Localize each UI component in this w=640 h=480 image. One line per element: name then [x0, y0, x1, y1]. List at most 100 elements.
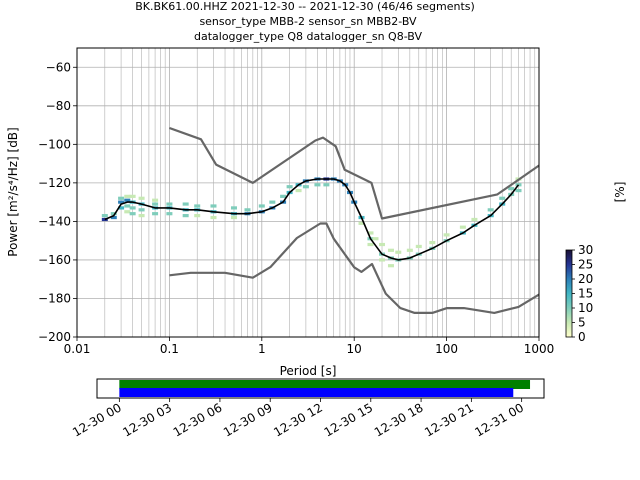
histogram-cell: [138, 196, 145, 200]
histogram-cell: [387, 264, 394, 268]
title-line-1: BK.BK61.00.HHZ 2021-12-30 -- 2021-12-30 …: [135, 0, 475, 13]
timeline-bar: [119, 380, 531, 389]
timeline-tick-label: 12-30 12: [271, 400, 325, 439]
y-tick-label: −180: [38, 291, 71, 305]
series-lines: [104, 126, 540, 314]
timeline-tick-label: 12-30 09: [221, 400, 275, 439]
colorbar-tick-label: 15: [578, 287, 593, 301]
x-axis-ticks: 0.01 0.1 1 10 100 1000: [64, 337, 555, 356]
histogram-cell: [124, 204, 131, 208]
x-tick-label: 0.01: [64, 342, 91, 356]
probability-density-cells: [101, 177, 522, 268]
histogram-cell: [406, 248, 413, 252]
plot-frame: [76, 47, 540, 338]
timeline-tick-label: 12-30 18: [372, 400, 426, 439]
histogram-cell: [323, 183, 330, 187]
colorbar-tick-label: 10: [578, 301, 593, 315]
colorbar-tick-label: 0: [578, 330, 586, 344]
x-axis-label: Period [s]: [280, 364, 337, 378]
histogram-cell: [269, 200, 276, 204]
histogram-cell: [280, 194, 287, 198]
grid-lines: [76, 48, 539, 338]
series-line-mode: [104, 178, 520, 261]
histogram-cell: [379, 258, 386, 262]
histogram-cell: [515, 188, 522, 193]
histogram-cell: [129, 194, 136, 198]
histogram-cell: [358, 221, 365, 225]
histogram-cell: [194, 214, 201, 218]
histogram-cell: [124, 198, 131, 202]
histogram-cell: [138, 214, 145, 218]
x-tick-label: 100: [435, 342, 458, 356]
histogram-cell: [244, 208, 251, 212]
colorbar-scale: [565, 249, 573, 338]
histogram-cell: [387, 248, 394, 252]
histogram-cell: [101, 214, 108, 218]
histogram-cell: [367, 242, 374, 247]
histogram-cell: [367, 231, 374, 235]
histogram-cell: [286, 185, 293, 189]
y-tick-label: −140: [38, 214, 71, 228]
timeline-bars: [119, 380, 531, 397]
series-line-noise-model-upper: [169, 126, 540, 220]
y-tick-label: −80: [46, 99, 71, 113]
histogram-cell: [124, 194, 131, 198]
histogram-cell: [182, 214, 189, 218]
histogram-cell: [210, 204, 217, 208]
histogram-cell: [110, 215, 117, 220]
series-line-noise-model-lower: [169, 222, 540, 314]
histogram-cell: [166, 202, 173, 206]
histogram-cell: [138, 208, 145, 212]
histogram-cell: [372, 237, 379, 241]
colorbar-tick-label: 30: [578, 243, 593, 257]
histogram-cell: [499, 196, 506, 200]
histogram-cell: [415, 244, 422, 249]
colorbar-tick-label: 5: [578, 316, 586, 330]
y-axis-label: Power [m²/s⁴/Hz] [dB]: [6, 127, 20, 256]
histogram-cell: [182, 202, 189, 206]
histogram-cell: [118, 206, 125, 210]
y-tick-label: −60: [46, 60, 71, 74]
histogram-cell: [443, 233, 450, 237]
histogram-cell: [508, 187, 515, 191]
histogram-cell: [302, 185, 309, 189]
colorbar-label: [%]: [613, 182, 627, 203]
title-line-2: sensor_type MBB-2 sensor_sn MBB2-BV: [199, 15, 417, 28]
histogram-cell: [459, 225, 466, 229]
timeline-bar: [119, 388, 514, 397]
histogram-cell: [152, 202, 159, 206]
histogram-cell: [210, 215, 217, 220]
histogram-cell: [124, 210, 131, 214]
timeline-tick-label: 12-30 06: [171, 400, 225, 439]
x-tick-label: 1: [258, 342, 266, 356]
histogram-cell: [379, 242, 386, 247]
y-tick-label: −120: [38, 176, 71, 190]
x-tick-label: 0.1: [160, 342, 179, 356]
histogram-cell: [395, 250, 402, 254]
timeline-tick-label: 12-30 00: [70, 400, 124, 439]
histogram-cell: [110, 212, 117, 216]
timeline-tick-label: 12-31 00: [472, 400, 526, 439]
histogram-cell: [129, 206, 136, 210]
histogram-cell: [471, 217, 478, 222]
title-line-3: datalogger_type Q8 datalogger_sn Q8-BV: [194, 30, 422, 43]
psd-plot: 0.01 0.1 1 10 100 1000 −200 −180 −160 −140 −120 −1…: [6, 47, 555, 378]
histogram-cell: [515, 183, 522, 187]
y-tick-label: −200: [38, 330, 71, 344]
histogram-cell: [314, 183, 321, 187]
timeline-tick-label: 12-30 03: [120, 400, 174, 439]
x-tick-label: 10: [347, 342, 362, 356]
y-axis-ticks: −200 −180 −160 −140 −120 −100 −80 −60: [38, 60, 77, 344]
histogram-cell: [230, 206, 237, 210]
histogram-cell: [118, 200, 125, 204]
histogram-cell: [129, 212, 136, 216]
histogram-cell: [258, 204, 265, 208]
histogram-cell: [152, 198, 159, 202]
x-tick-label: 1000: [524, 342, 555, 356]
histogram-cell: [166, 212, 173, 216]
colorbar-tick-label: 20: [578, 272, 593, 286]
